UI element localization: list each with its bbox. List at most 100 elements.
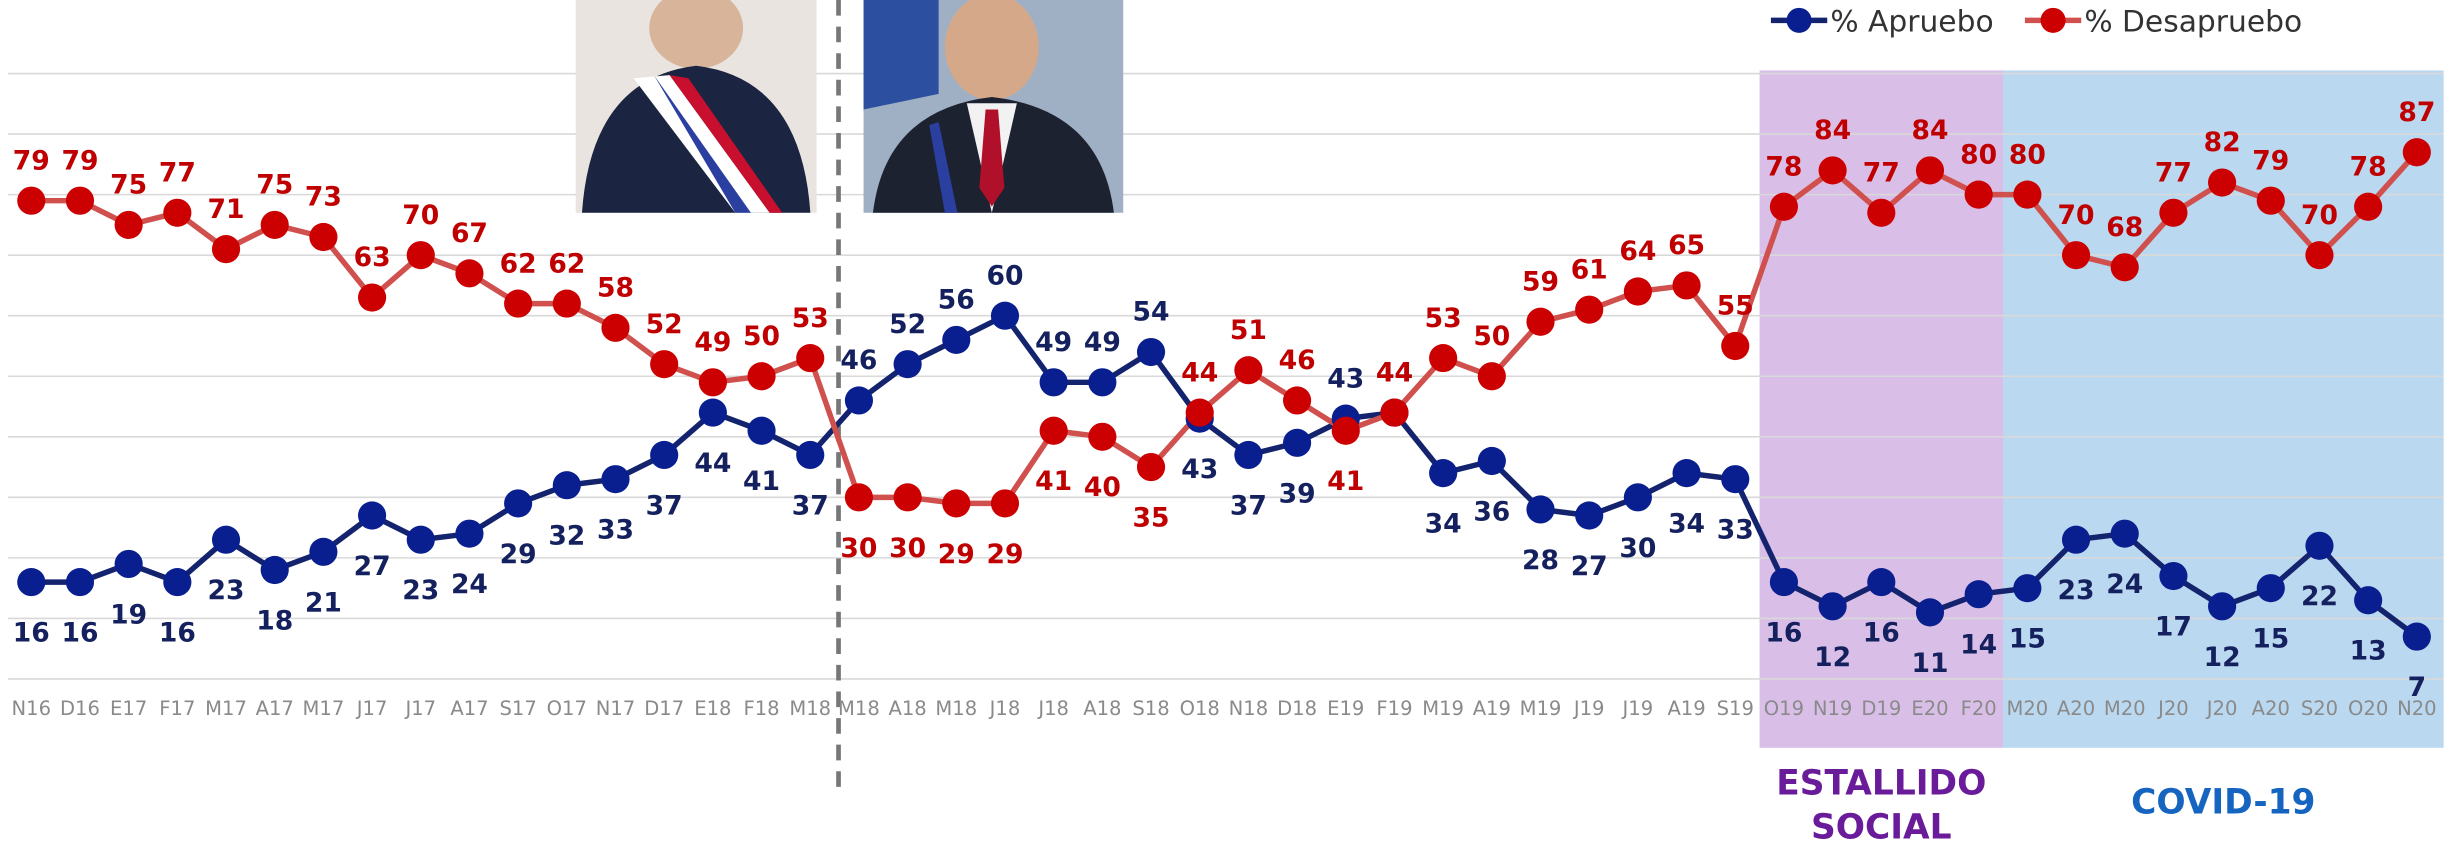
data-label: 53 — [792, 303, 829, 334]
data-label: 84 — [1814, 115, 1851, 146]
data-label: 79 — [61, 145, 98, 176]
region-label: ESTALLIDO — [1776, 764, 1986, 804]
data-point — [2402, 622, 2431, 651]
data-label: 16 — [159, 618, 196, 649]
region — [1759, 70, 2004, 748]
data-point — [2061, 525, 2091, 554]
data-label: 44 — [694, 448, 731, 479]
x-tick-label: A17 — [256, 697, 294, 720]
photo — [863, 0, 1124, 213]
data-label: 63 — [354, 242, 391, 273]
data-point — [552, 471, 581, 500]
data-point — [1721, 465, 1750, 494]
data-point — [552, 289, 581, 318]
data-point — [1867, 568, 1896, 597]
data-point — [211, 525, 241, 554]
x-tick-label: D19 — [1861, 697, 1901, 720]
data-point — [942, 489, 971, 518]
data-label: 35 — [1133, 503, 1170, 534]
data-label: 23 — [2058, 575, 2095, 606]
data-point — [1088, 422, 1117, 451]
data-label: 18 — [256, 605, 293, 636]
data-label: 23 — [208, 575, 245, 606]
x-tick-label: S19 — [1717, 697, 1754, 720]
data-point — [1039, 368, 1068, 397]
data-label: 53 — [1425, 303, 1462, 334]
data-point — [893, 350, 922, 379]
data-label: 52 — [889, 309, 926, 340]
data-point — [1477, 362, 1506, 391]
data-label: 33 — [1717, 515, 1754, 546]
data-label: 77 — [1863, 158, 1900, 189]
x-tick-label: J17 — [355, 697, 388, 720]
data-point — [893, 483, 922, 512]
data-label: 29 — [986, 539, 1023, 570]
data-label: 62 — [548, 248, 585, 279]
data-label: 36 — [1473, 496, 1510, 527]
data-point — [2061, 241, 2091, 270]
data-label: 7 — [2408, 672, 2427, 703]
data-label: 87 — [2398, 97, 2435, 128]
x-tick-label: M18 — [838, 697, 880, 720]
data-point — [650, 440, 679, 470]
data-point — [1136, 452, 1166, 482]
x-tick-label: O20 — [2348, 697, 2388, 720]
data-point — [2354, 192, 2383, 221]
data-point — [1234, 356, 1263, 385]
data-label: 50 — [1473, 321, 1510, 352]
data-point — [114, 549, 143, 579]
data-label: 34 — [1668, 509, 1705, 540]
x-tick-label: S20 — [2301, 697, 2338, 720]
x-tick-label: A20 — [2057, 697, 2095, 720]
data-label: 13 — [2350, 636, 2387, 667]
data-point — [260, 210, 289, 239]
data-label: 16 — [13, 618, 50, 649]
data-label: 11 — [1911, 648, 1948, 679]
data-point — [1672, 271, 1701, 300]
data-label: 28 — [1522, 545, 1559, 576]
data-point — [1915, 156, 1945, 185]
data-label: 56 — [938, 285, 975, 316]
x-tick-label: A17 — [450, 697, 488, 720]
data-label: 24 — [2106, 569, 2143, 600]
data-point — [1769, 192, 1799, 221]
data-point — [1429, 344, 1458, 373]
x-tick-label: N17 — [596, 697, 636, 720]
x-tick-label: A18 — [1083, 697, 1121, 720]
data-point — [844, 386, 874, 415]
x-tick-label: A19 — [1473, 697, 1511, 720]
region-label: COVID-19 — [2131, 783, 2315, 823]
data-label: 77 — [2155, 158, 2192, 189]
data-point — [504, 289, 533, 318]
x-tick-label: E19 — [1327, 697, 1364, 720]
data-point — [1331, 416, 1360, 445]
x-tick-label: M18 — [789, 697, 831, 720]
x-tick-label: D18 — [1277, 697, 1317, 720]
data-label: 37 — [646, 490, 683, 521]
data-label: 70 — [2058, 200, 2095, 231]
data-label: 40 — [1084, 472, 1121, 503]
data-point — [1867, 198, 1896, 227]
data-point — [2159, 561, 2188, 591]
data-label: 75 — [110, 170, 147, 201]
data-point — [796, 344, 825, 373]
x-tick-label: M18 — [935, 697, 977, 720]
data-point — [698, 368, 727, 397]
data-label: 43 — [1181, 454, 1218, 485]
x-tick-label: F17 — [159, 697, 195, 720]
legend-label: % Apruebo — [1830, 4, 1993, 39]
data-point — [211, 235, 241, 264]
data-label: 49 — [1035, 327, 1072, 358]
data-point — [1575, 501, 1604, 530]
data-label: 30 — [889, 533, 926, 564]
data-label: 46 — [1279, 345, 1316, 376]
data-point — [2256, 186, 2285, 215]
data-point — [65, 568, 95, 597]
data-label: 44 — [1376, 357, 1413, 388]
data-label: 44 — [1181, 357, 1218, 388]
legend-label: % Desapruebo — [2084, 4, 2302, 39]
x-tick-label: N20 — [2397, 697, 2437, 720]
data-label: 41 — [1327, 466, 1364, 497]
